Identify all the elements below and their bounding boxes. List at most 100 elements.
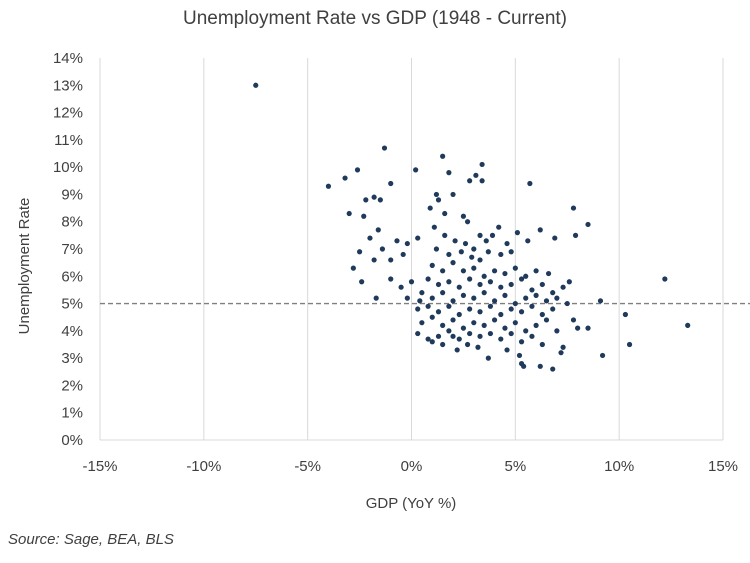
data-point xyxy=(564,300,570,307)
data-point xyxy=(460,292,467,298)
data-point xyxy=(419,320,425,326)
data-point xyxy=(479,161,485,168)
data-point xyxy=(375,227,381,233)
data-point xyxy=(450,191,456,198)
data-point xyxy=(425,303,431,309)
data-point xyxy=(521,363,527,369)
data-point xyxy=(496,224,502,230)
data-point xyxy=(481,322,487,328)
y-tick-label: 7% xyxy=(61,241,83,258)
data-point xyxy=(435,197,442,203)
x-axis-title: GDP (YoY %) xyxy=(366,495,457,512)
data-point xyxy=(550,306,556,312)
data-point xyxy=(566,279,572,285)
data-point xyxy=(560,344,566,350)
data-point xyxy=(464,219,471,225)
data-point xyxy=(498,284,504,290)
data-point xyxy=(529,333,535,339)
grid-lines xyxy=(99,58,724,441)
data-point xyxy=(477,309,483,315)
y-tick-label: 1% xyxy=(61,405,83,422)
data-point xyxy=(543,317,550,323)
data-point xyxy=(481,290,487,296)
data-point xyxy=(371,194,377,200)
data-point xyxy=(529,287,535,293)
data-point xyxy=(537,227,543,233)
data-point xyxy=(537,363,543,369)
data-point xyxy=(440,322,446,328)
data-point xyxy=(481,273,487,279)
data-point xyxy=(469,254,475,260)
data-point xyxy=(440,341,446,348)
data-point xyxy=(454,347,460,353)
data-point xyxy=(560,284,566,290)
y-tick-label: 9% xyxy=(61,186,83,203)
data-point xyxy=(498,251,504,258)
data-point xyxy=(550,290,556,296)
data-point xyxy=(467,330,473,337)
data-point xyxy=(508,306,514,312)
data-point xyxy=(429,339,435,345)
data-point xyxy=(435,281,442,288)
data-point xyxy=(491,268,498,274)
data-point xyxy=(685,322,691,328)
x-tick-label: 10% xyxy=(604,458,634,475)
data-point xyxy=(446,251,452,258)
data-point xyxy=(662,276,668,282)
data-point xyxy=(373,295,379,301)
data-point xyxy=(363,197,369,203)
data-point xyxy=(543,298,550,304)
data-point xyxy=(429,295,435,301)
data-point xyxy=(491,298,498,304)
data-point xyxy=(450,333,456,339)
data-point xyxy=(512,265,518,271)
data-point xyxy=(508,330,514,337)
data-point xyxy=(415,330,421,337)
data-point xyxy=(440,268,446,274)
data-point xyxy=(417,298,423,304)
data-point xyxy=(464,341,471,348)
data-point xyxy=(427,205,433,211)
data-point xyxy=(435,309,442,315)
data-point xyxy=(471,320,477,326)
data-point xyxy=(545,270,552,277)
y-tick-label: 11% xyxy=(54,132,83,149)
y-axis-ticks: 0% 1% 2% 3% 4% 5% 6% 7% 8% 9% 10% 11% 12% 13% 14% xyxy=(53,50,83,449)
data-point xyxy=(518,276,525,282)
x-tick-label: 0% xyxy=(401,458,423,475)
data-point xyxy=(487,303,494,309)
data-point xyxy=(354,167,361,173)
data-point xyxy=(446,170,452,176)
data-point xyxy=(419,290,425,296)
y-tick-label: 5% xyxy=(61,296,83,313)
data-point xyxy=(435,333,442,339)
data-point xyxy=(523,295,529,301)
chart-title: Unemployment Rate vs GDP (1948 - Current… xyxy=(182,8,568,29)
data-point xyxy=(477,333,483,339)
data-point xyxy=(433,191,440,198)
data-point xyxy=(475,344,481,350)
data-point xyxy=(388,180,394,187)
data-point xyxy=(504,240,510,247)
data-point xyxy=(575,325,581,331)
data-point xyxy=(415,306,421,312)
data-point xyxy=(361,213,367,219)
data-point xyxy=(325,183,332,189)
data-point xyxy=(523,328,529,334)
data-point xyxy=(539,341,545,348)
y-tick-label: 14% xyxy=(53,50,83,67)
data-point xyxy=(502,292,508,298)
data-point xyxy=(527,180,533,187)
data-point xyxy=(533,322,539,328)
data-point xyxy=(404,295,410,301)
y-tick-label: 3% xyxy=(61,350,83,367)
data-point xyxy=(491,317,498,323)
data-point xyxy=(467,178,473,184)
y-tick-label: 4% xyxy=(61,323,83,340)
data-point xyxy=(516,352,523,359)
data-point xyxy=(539,281,545,288)
data-point xyxy=(253,82,259,88)
data-point xyxy=(467,306,473,312)
y-tick-label: 8% xyxy=(61,214,83,231)
